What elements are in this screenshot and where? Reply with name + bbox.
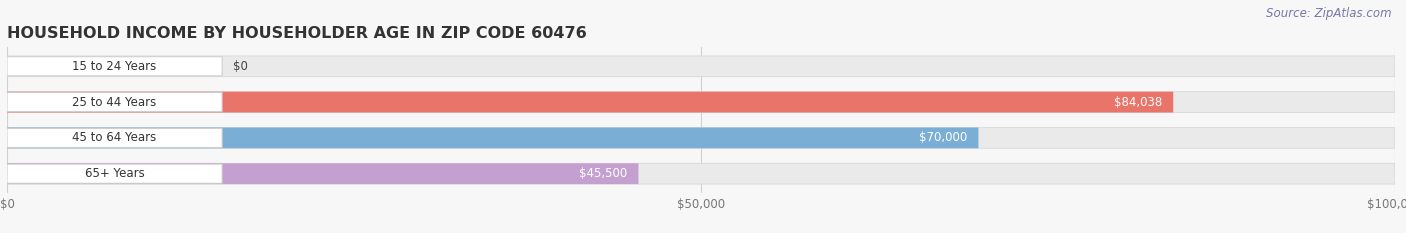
FancyBboxPatch shape [7, 92, 1173, 113]
Text: 65+ Years: 65+ Years [84, 167, 145, 180]
Text: $70,000: $70,000 [920, 131, 967, 144]
FancyBboxPatch shape [7, 163, 638, 184]
FancyBboxPatch shape [7, 128, 222, 147]
Text: HOUSEHOLD INCOME BY HOUSEHOLDER AGE IN ZIP CODE 60476: HOUSEHOLD INCOME BY HOUSEHOLDER AGE IN Z… [7, 26, 586, 41]
Text: Source: ZipAtlas.com: Source: ZipAtlas.com [1267, 7, 1392, 20]
Text: $0: $0 [233, 60, 247, 73]
FancyBboxPatch shape [7, 93, 222, 112]
FancyBboxPatch shape [7, 163, 1395, 184]
Text: 25 to 44 Years: 25 to 44 Years [73, 96, 156, 109]
Text: $84,038: $84,038 [1114, 96, 1163, 109]
Text: 15 to 24 Years: 15 to 24 Years [73, 60, 156, 73]
FancyBboxPatch shape [7, 56, 1395, 77]
FancyBboxPatch shape [7, 164, 222, 183]
FancyBboxPatch shape [7, 127, 1395, 148]
FancyBboxPatch shape [7, 57, 222, 76]
FancyBboxPatch shape [7, 127, 979, 148]
FancyBboxPatch shape [7, 92, 1395, 113]
Text: 45 to 64 Years: 45 to 64 Years [73, 131, 156, 144]
Text: $45,500: $45,500 [579, 167, 627, 180]
